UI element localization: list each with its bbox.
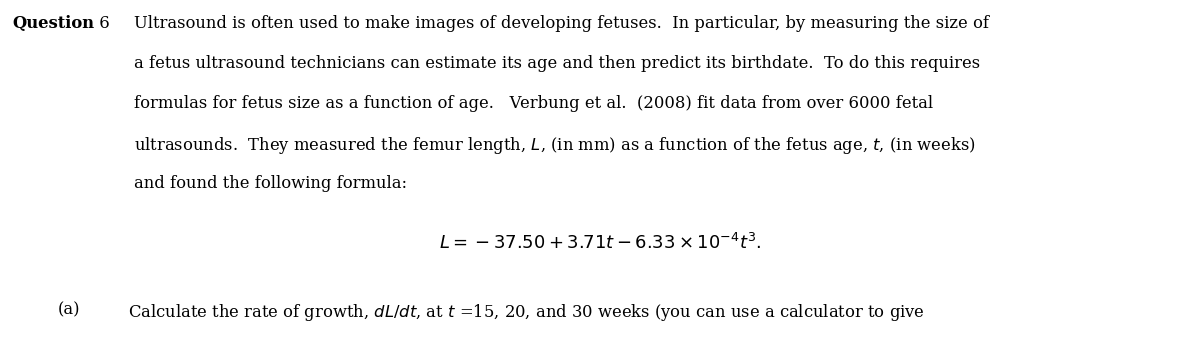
Text: Calculate the rate of growth, $dL/dt$, at $t$ =15, 20, and 30 weeks (you can use: Calculate the rate of growth, $dL/dt$, a… [128,302,925,323]
Text: Ultrasound is often used to make images of developing fetuses.  In particular, b: Ultrasound is often used to make images … [134,15,989,32]
Text: ultrasounds.  They measured the femur length, $L$, (in mm) as a function of the : ultrasounds. They measured the femur len… [134,135,976,156]
Text: a fetus ultrasound technicians can estimate its age and then predict its birthda: a fetus ultrasound technicians can estim… [134,55,980,72]
Text: (a): (a) [58,302,80,319]
Text: Question: Question [12,15,94,32]
Text: and found the following formula:: and found the following formula: [134,175,408,192]
Text: $L = -37.50 + 3.71t - 6.33 \times 10^{-4}t^3.$: $L = -37.50 + 3.71t - 6.33 \times 10^{-4… [439,233,761,253]
Text: 6: 6 [94,15,109,32]
Text: formulas for fetus size as a function of age.   Verbung et al.  (2008) fit data : formulas for fetus size as a function of… [134,95,934,112]
